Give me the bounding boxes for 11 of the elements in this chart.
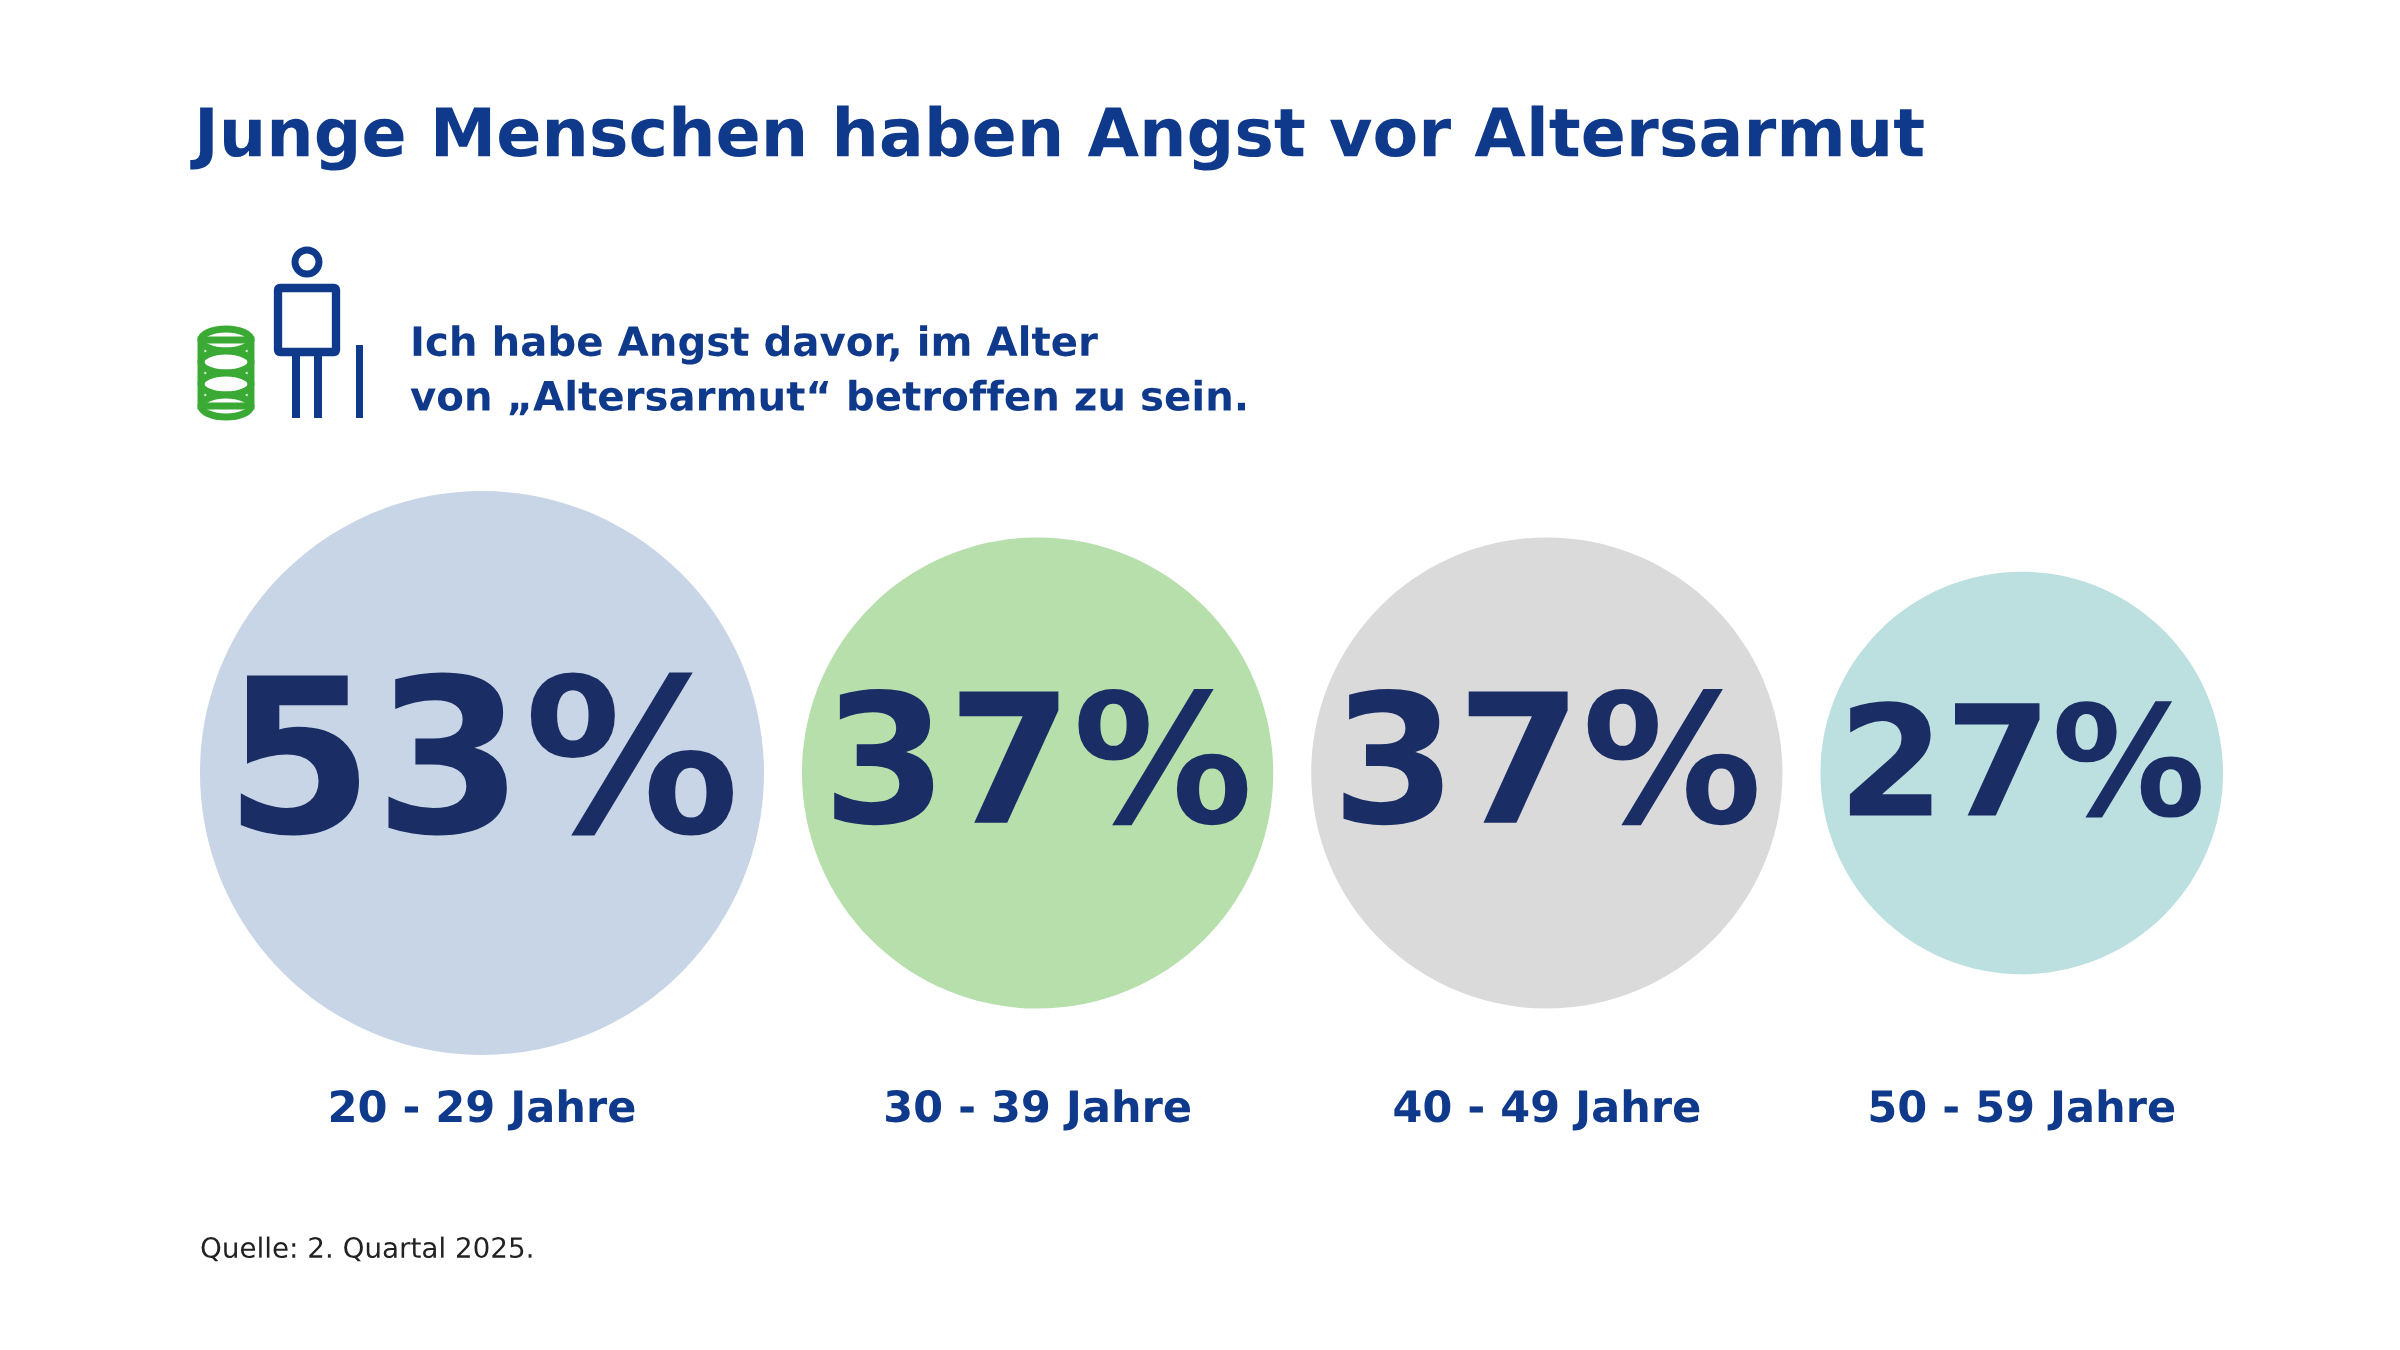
category-label: 30 - 39 Jahre <box>886 1089 1190 1131</box>
text: Junge Menschen haben Angst vor Altersarmut <box>190 105 1924 171</box>
category-label: 20 - 29 Jahre <box>330 1089 635 1131</box>
data-label: 37% <box>834 689 1248 826</box>
category-label: 50 - 59 Jahre <box>1870 1089 2175 1131</box>
category-label: 40 - 49 Jahre <box>1394 1089 1700 1131</box>
text: Ich habe Angst davor, im Alter von „Altersarmut“ betroffen zu sein. <box>410 325 1246 416</box>
data-label: 53% <box>240 672 733 836</box>
data-label: 27% <box>1849 701 2201 818</box>
data-label: 37% <box>1343 689 1757 826</box>
source-note: Quelle: 2. Quartal 2025. <box>201 1236 532 1262</box>
